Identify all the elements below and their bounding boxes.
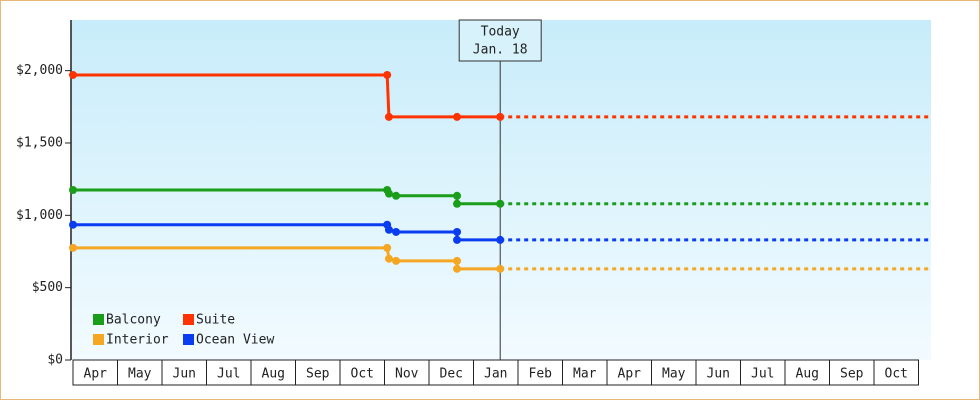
y-tick-label: $2,000 [16, 63, 63, 78]
legend-swatch [93, 334, 104, 345]
today-label: Jan. 18 [473, 43, 528, 58]
y-tick-label: $500 [32, 280, 63, 295]
x-tick-label: Jun [173, 367, 196, 382]
today-label: Today [481, 25, 520, 40]
x-tick-label: Feb [529, 367, 553, 382]
x-tick-label: May [662, 367, 686, 382]
data-point [384, 189, 393, 198]
x-tick-label: Jul [217, 367, 240, 382]
x-tick-label: Dec [440, 367, 463, 382]
data-point [384, 225, 393, 234]
x-axis-box [72, 359, 919, 386]
x-tick-label: Jan [484, 367, 507, 382]
data-point [392, 256, 401, 265]
x-tick-label: Apr [84, 367, 108, 382]
data-point [383, 70, 392, 79]
legend-swatch [93, 314, 104, 325]
data-point [453, 112, 462, 121]
x-tick-label: Nov [395, 367, 419, 382]
legend-label: Balcony [106, 313, 161, 328]
data-point [453, 191, 462, 200]
legend-label: Ocean View [196, 333, 274, 348]
x-tick-label: Aug [796, 367, 819, 382]
legend-label: Interior [106, 333, 169, 348]
x-tick-label: Aug [262, 367, 285, 382]
data-point [496, 112, 505, 121]
today-box [458, 19, 542, 62]
x-tick-label: Jun [707, 367, 730, 382]
data-point [69, 243, 77, 252]
data-point [392, 191, 401, 200]
data-point [453, 256, 462, 265]
data-point [453, 227, 462, 236]
data-point [384, 112, 393, 121]
data-point [496, 264, 505, 273]
data-point [453, 235, 462, 244]
data-point [453, 199, 462, 208]
x-tick-label: Oct [885, 367, 908, 382]
legend-swatch [183, 334, 194, 345]
y-tick-label: $1,500 [16, 135, 63, 150]
data-point [392, 227, 401, 236]
data-point [453, 264, 462, 273]
x-tick-label: Sep [840, 367, 864, 382]
data-point [384, 254, 393, 263]
x-tick-label: May [128, 367, 152, 382]
y-tick-label: $1,000 [16, 208, 63, 223]
data-point [496, 199, 505, 208]
y-tick-label: $0 [47, 353, 63, 368]
x-tick-label: Mar [573, 367, 597, 382]
x-tick-label: Jul [751, 367, 774, 382]
x-tick-label: Sep [306, 367, 330, 382]
data-point [69, 70, 77, 79]
x-tick-label: Oct [351, 367, 374, 382]
data-point [496, 235, 505, 244]
legend-swatch [183, 314, 194, 325]
data-point [69, 186, 77, 194]
legend-label: Suite [196, 313, 235, 328]
data-point [383, 243, 392, 252]
x-tick-label: Apr [618, 367, 642, 382]
data-point [69, 220, 77, 229]
